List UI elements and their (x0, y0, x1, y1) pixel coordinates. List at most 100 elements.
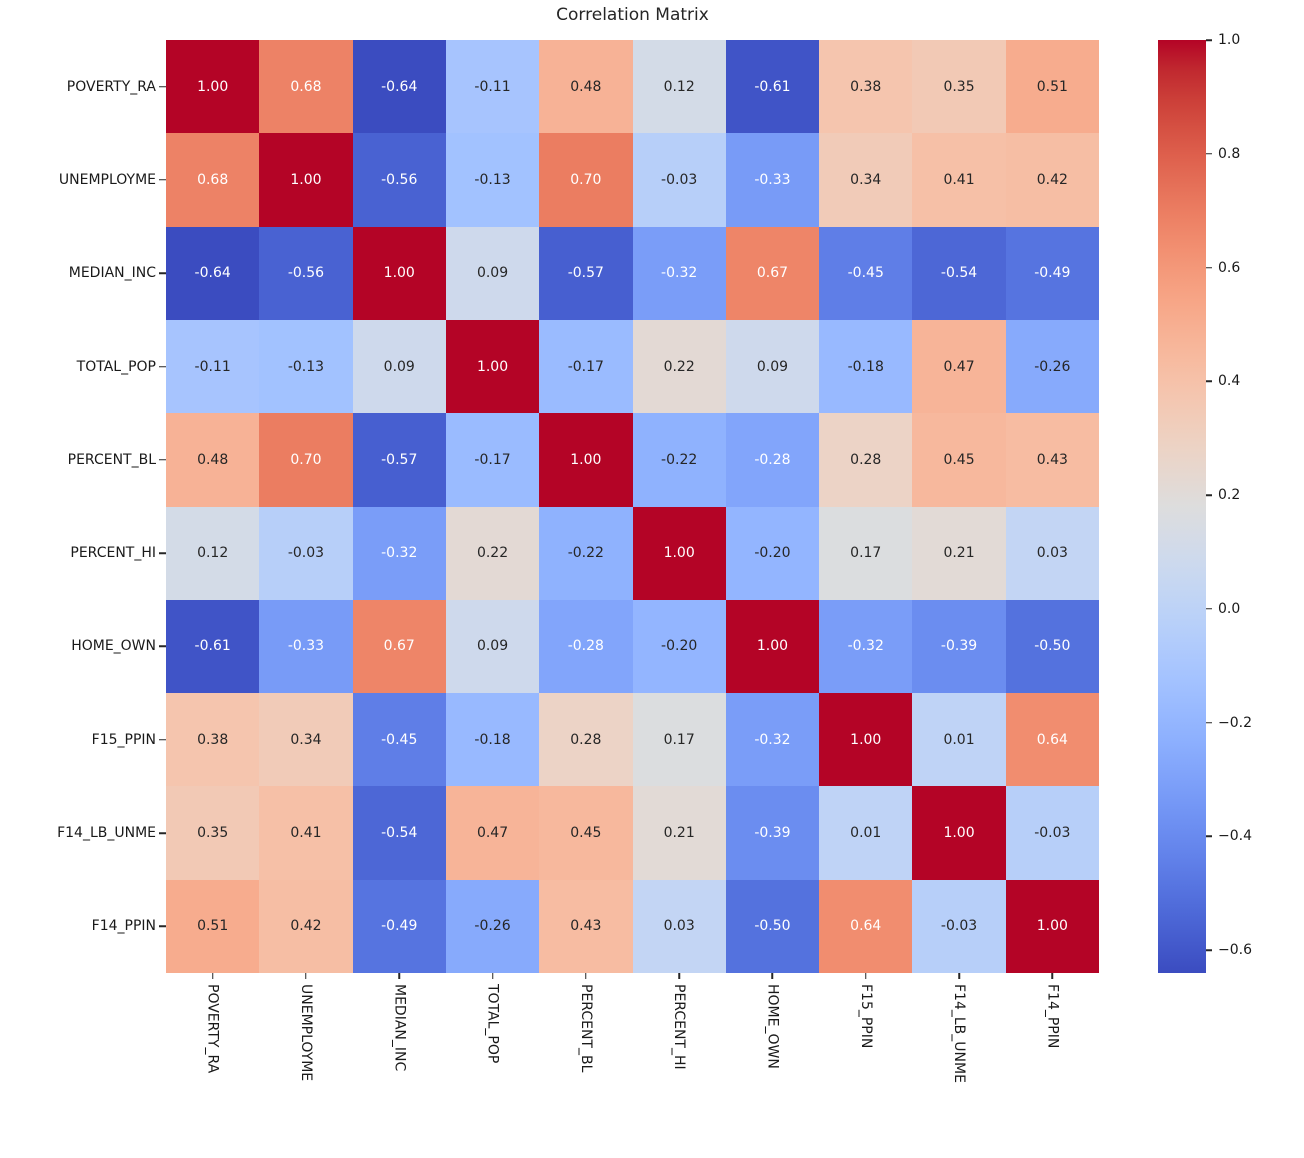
colorbar-tick-label-0.0: 0.0 (1218, 600, 1241, 617)
heatmap-cell-POVERTY_RA-PERCENT_BL: 0.48 (539, 40, 633, 134)
heatmap-cell-UNEMPLOYME-POVERTY_RA: 0.68 (166, 133, 260, 227)
heatmap-cell-TOTAL_POP-F14_LB_UNME: 0.47 (912, 319, 1006, 414)
heatmap-grid: 1.00 0.68 -0.64 -0.11 0.48 0.12 -0.61 0.38 0.35 0… (166, 40, 1099, 973)
y-tick-mark (159, 85, 166, 88)
heatmap-cell-TOTAL_POP-UNEMPLOYME: -0.13 (259, 319, 353, 414)
x-tick-label-UNEMPLOYME: UNEMPLOYME (297, 984, 314, 1082)
heatmap-cell-PERCENT_HI-POVERTY_RA: 0.12 (166, 506, 260, 600)
heatmap-cell-F14_PPIN-PERCENT_HI: 0.03 (632, 879, 726, 973)
heatmap-cell-PERCENT_HI-F14_PPIN: 0.03 (1005, 506, 1099, 600)
colorbar (1158, 40, 1206, 973)
colorbar-tick-label-0.2: 0.2 (1218, 487, 1241, 504)
heatmap-cell-F14_PPIN-F14_LB_UNME: -0.03 (912, 879, 1006, 973)
y-tick-mark (159, 832, 166, 834)
y-tick-mark (159, 645, 166, 648)
colorbar-tick-mark (1206, 721, 1212, 724)
x-tick-mark (865, 973, 867, 979)
heatmap-cell-PERCENT_BL-F15_PPIN: 0.28 (819, 413, 913, 507)
heatmap-cell-HOME_OWN-HOME_OWN: 1.00 (725, 599, 820, 694)
colorbar-tick-mark (1206, 835, 1212, 838)
chart-title: Correlation Matrix (556, 5, 709, 25)
heatmap-cell-PERCENT_HI-PERCENT_BL: -0.22 (539, 506, 633, 600)
colorbar-tick-mark (1206, 608, 1212, 610)
heatmap-cell-UNEMPLOYME-UNEMPLOYME: 1.00 (259, 133, 353, 227)
colorbar-tick-label-0.6: 0.6 (1218, 259, 1241, 276)
y-tick-mark (159, 739, 166, 741)
heatmap-cell-F14_LB_UNME-UNEMPLOYME: 0.41 (259, 786, 353, 880)
colorbar-tick-mark (1206, 494, 1212, 496)
heatmap-cell-F15_PPIN-F14_PPIN: 0.64 (1005, 693, 1099, 787)
heatmap-cell-PERCENT_BL-F14_PPIN: 0.43 (1005, 413, 1099, 507)
x-tick-label-HOME_OWN: HOME_OWN (764, 984, 781, 1069)
heatmap-cell-PERCENT_HI-F14_LB_UNME: 0.21 (912, 506, 1006, 600)
colorbar-tick-mark (1206, 39, 1212, 41)
heatmap-cell-F14_LB_UNME-PERCENT_HI: 0.21 (632, 786, 726, 880)
heatmap-cell-F14_LB_UNME-HOME_OWN: -0.39 (725, 786, 820, 880)
heatmap-cell-MEDIAN_INC-F14_PPIN: -0.49 (1005, 226, 1099, 320)
y-tick-label-MEDIAN_INC: MEDIAN_INC (68, 265, 156, 282)
heatmap-cell-F14_LB_UNME-MEDIAN_INC: -0.54 (352, 786, 446, 880)
heatmap-cell-MEDIAN_INC-TOTAL_POP: 0.09 (445, 226, 540, 320)
heatmap-cell-POVERTY_RA-UNEMPLOYME: 0.68 (259, 40, 353, 134)
heatmap-cell-F14_PPIN-F15_PPIN: 0.64 (819, 879, 913, 973)
heatmap-cell-F15_PPIN-TOTAL_POP: -0.18 (445, 693, 540, 787)
heatmap-cell-POVERTY_RA-PERCENT_HI: 0.12 (632, 40, 726, 134)
heatmap-cell-HOME_OWN-PERCENT_BL: -0.28 (539, 599, 633, 694)
y-tick-label-POVERTY_RA: POVERTY_RA (66, 78, 156, 95)
heatmap-cell-TOTAL_POP-MEDIAN_INC: 0.09 (352, 319, 446, 414)
heatmap-cell-TOTAL_POP-TOTAL_POP: 1.00 (445, 319, 540, 414)
x-tick-label-PERCENT_HI: PERCENT_HI (671, 984, 688, 1070)
colorbar-tick-label-0.4: 0.4 (1218, 373, 1241, 390)
x-tick-mark (491, 973, 494, 979)
colorbar-tick-label-−0.6: −0.6 (1218, 942, 1252, 959)
heatmap-cell-PERCENT_HI-MEDIAN_INC: -0.32 (352, 506, 446, 600)
colorbar-tick-label-1.0: 1.0 (1218, 32, 1241, 48)
x-tick-label-F14_LB_UNME: F14_LB_UNME (951, 984, 968, 1083)
heatmap-cell-UNEMPLOYME-PERCENT_HI: -0.03 (632, 133, 726, 227)
x-tick-label-MEDIAN_INC: MEDIAN_INC (391, 984, 408, 1072)
colorbar-gradient (1158, 40, 1206, 973)
x-tick-mark (771, 973, 774, 979)
heatmap-cell-PERCENT_BL-PERCENT_HI: -0.22 (632, 413, 726, 507)
colorbar-tick-mark (1206, 380, 1212, 383)
x-tick-mark (398, 973, 400, 979)
heatmap-cell-TOTAL_POP-PERCENT_BL: -0.17 (539, 319, 633, 414)
heatmap-cell-HOME_OWN-POVERTY_RA: -0.61 (166, 599, 260, 694)
heatmap-cell-PERCENT_HI-UNEMPLOYME: -0.03 (259, 506, 353, 600)
heatmap-cell-F15_PPIN-PERCENT_BL: 0.28 (539, 693, 633, 787)
x-tick-mark (211, 973, 214, 979)
heatmap-cell-MEDIAN_INC-F14_LB_UNME: -0.54 (912, 226, 1006, 320)
x-tick-label-TOTAL_POP: TOTAL_POP (484, 984, 501, 1064)
heatmap-cell-HOME_OWN-F14_PPIN: -0.50 (1005, 599, 1099, 694)
heatmap-cell-HOME_OWN-F15_PPIN: -0.32 (819, 599, 913, 694)
heatmap-cell-TOTAL_POP-HOME_OWN: 0.09 (725, 319, 820, 414)
heatmap-cell-F15_PPIN-F14_LB_UNME: 0.01 (912, 693, 1006, 787)
heatmap-cell-UNEMPLOYME-HOME_OWN: -0.33 (725, 133, 820, 227)
heatmap-cell-HOME_OWN-F14_LB_UNME: -0.39 (912, 599, 1006, 694)
heatmap-cell-POVERTY_RA-TOTAL_POP: -0.11 (445, 40, 540, 134)
heatmap-cell-F14_PPIN-PERCENT_BL: 0.43 (539, 879, 633, 973)
heatmap-cell-MEDIAN_INC-PERCENT_BL: -0.57 (539, 226, 633, 320)
heatmap-cell-TOTAL_POP-PERCENT_HI: 0.22 (632, 319, 726, 414)
x-tick-mark (678, 973, 680, 979)
y-tick-label-F15_PPIN: F15_PPIN (91, 731, 156, 748)
heatmap-cell-PERCENT_HI-F15_PPIN: 0.17 (819, 506, 913, 600)
heatmap-cell-F14_PPIN-POVERTY_RA: 0.51 (166, 879, 260, 973)
heatmap-cell-PERCENT_HI-TOTAL_POP: 0.22 (445, 506, 540, 600)
heatmap-cell-PERCENT_BL-POVERTY_RA: 0.48 (166, 413, 260, 507)
heatmap-cell-POVERTY_RA-HOME_OWN: -0.61 (725, 40, 820, 134)
heatmap-cell-F14_LB_UNME-TOTAL_POP: 0.47 (445, 786, 540, 880)
heatmap-cell-F14_LB_UNME-F14_LB_UNME: 1.00 (912, 786, 1006, 880)
heatmap-cell-POVERTY_RA-F15_PPIN: 0.38 (819, 40, 913, 134)
heatmap-cell-F14_PPIN-F14_PPIN: 1.00 (1005, 879, 1099, 973)
heatmap-cell-F15_PPIN-UNEMPLOYME: 0.34 (259, 693, 353, 787)
heatmap-cell-F14_LB_UNME-F15_PPIN: 0.01 (819, 786, 913, 880)
heatmap-cell-F14_LB_UNME-PERCENT_BL: 0.45 (539, 786, 633, 880)
x-tick-mark (1051, 973, 1054, 979)
heatmap-cell-HOME_OWN-TOTAL_POP: 0.09 (445, 599, 540, 694)
x-tick-label-F14_PPIN: F14_PPIN (1044, 984, 1061, 1049)
heatmap-cell-F15_PPIN-HOME_OWN: -0.32 (725, 693, 820, 787)
y-tick-mark (159, 925, 166, 928)
heatmap-cell-MEDIAN_INC-PERCENT_HI: -0.32 (632, 226, 726, 320)
colorbar-tick-label-0.8: 0.8 (1218, 145, 1241, 162)
